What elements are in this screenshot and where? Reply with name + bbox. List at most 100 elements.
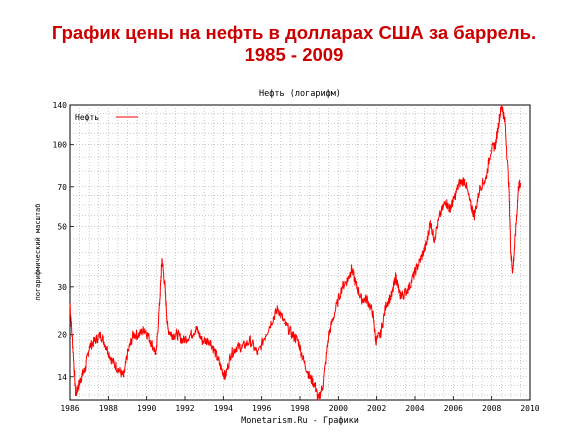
data-point — [425, 243, 428, 245]
data-point — [379, 334, 382, 336]
data-point — [512, 271, 514, 273]
data-point — [224, 376, 226, 378]
data-point — [517, 186, 520, 188]
slide-title-line1: График цены на нефть в долларах США за б… — [51, 22, 537, 43]
data-point — [452, 200, 454, 202]
x-tick-label: 1986 — [60, 404, 79, 413]
data-point — [448, 208, 451, 210]
series-line-oil — [69, 105, 521, 401]
x-tick-label: 2010 — [520, 404, 539, 413]
data-point — [351, 268, 353, 270]
x-tick-label: 2002 — [367, 404, 386, 413]
data-point — [333, 312, 336, 314]
data-point — [510, 252, 512, 254]
data-point — [375, 340, 377, 342]
x-tick-label: 2000 — [329, 404, 348, 413]
data-point — [414, 271, 416, 273]
data-point — [366, 298, 368, 300]
data-point — [69, 303, 71, 305]
data-point — [391, 294, 393, 296]
data-point — [308, 376, 311, 378]
data-point — [519, 182, 522, 185]
data-point — [88, 346, 90, 348]
data-point — [473, 214, 476, 216]
data-point — [322, 384, 324, 387]
data-point — [284, 322, 286, 325]
data-point — [126, 353, 129, 355]
data-point — [94, 340, 96, 342]
data-point — [341, 286, 343, 288]
x-tick-label: 1996 — [252, 404, 271, 413]
data-point — [78, 384, 80, 387]
data-point — [395, 274, 397, 277]
data-point — [408, 286, 410, 288]
data-point — [105, 346, 108, 348]
data-point — [515, 230, 517, 232]
data-point — [501, 104, 503, 106]
data-point — [445, 200, 447, 202]
x-tick-label: 1988 — [99, 404, 118, 413]
data-point — [201, 340, 203, 342]
series-layer — [69, 104, 522, 401]
data-point — [249, 340, 251, 342]
y-tick-label: 140 — [53, 101, 68, 110]
data-point — [508, 186, 510, 188]
data-point — [498, 117, 500, 119]
data-point — [220, 368, 223, 370]
y-tick-label: 70 — [57, 183, 67, 192]
data-point — [72, 346, 74, 348]
y-tick-label: 100 — [53, 141, 68, 150]
legend-label: Нефть — [75, 113, 99, 122]
data-point — [264, 334, 267, 336]
data-point — [209, 340, 211, 342]
data-point — [111, 360, 113, 362]
data-point — [80, 376, 83, 378]
y-tick-label: 14 — [57, 373, 67, 382]
data-point — [347, 278, 349, 280]
data-point — [132, 334, 134, 336]
data-point — [360, 298, 362, 300]
data-point — [164, 286, 166, 288]
x-tick-label: 1992 — [175, 404, 194, 413]
data-point — [303, 360, 305, 362]
legend: Нефть — [75, 113, 138, 122]
data-point — [385, 303, 387, 305]
x-tick-label: 2006 — [444, 404, 463, 413]
data-point — [155, 353, 157, 355]
data-point — [117, 368, 119, 370]
grid — [70, 105, 530, 400]
data-point — [170, 334, 173, 336]
data-point — [159, 294, 161, 296]
data-point — [297, 340, 299, 342]
tick-labels: 1986 1988 1990 1992 1994 1996 1998 2000 2002 2004… — [53, 101, 540, 413]
chart-title: Нефть (логарифм) — [259, 89, 341, 99]
data-point — [504, 122, 506, 124]
data-point — [479, 186, 481, 188]
data-point — [494, 144, 497, 146]
data-point — [372, 312, 374, 314]
data-point — [420, 258, 422, 260]
y-tick-label: 50 — [57, 223, 67, 232]
data-point — [354, 282, 357, 284]
data-point — [328, 334, 330, 336]
data-point — [429, 221, 431, 223]
y-tick-label: 20 — [57, 331, 67, 340]
x-axis-label: Monetarism.Ru - Графики — [241, 416, 359, 426]
data-point — [485, 178, 487, 180]
data-point — [182, 340, 184, 342]
y-tick-label: 30 — [57, 283, 67, 292]
x-tick-label: 2008 — [482, 404, 501, 413]
y-axis-label: логарифмический масштаб — [34, 204, 42, 301]
data-point — [317, 399, 319, 401]
data-point — [490, 150, 492, 152]
data-point — [176, 334, 178, 336]
data-point — [402, 294, 405, 296]
data-point — [167, 328, 169, 330]
data-point — [75, 394, 77, 396]
data-point — [439, 214, 441, 216]
slide-title-line2: 1985 - 2009 — [244, 44, 344, 65]
data-point — [123, 376, 125, 378]
data-point — [399, 294, 401, 296]
data-point — [161, 258, 163, 260]
